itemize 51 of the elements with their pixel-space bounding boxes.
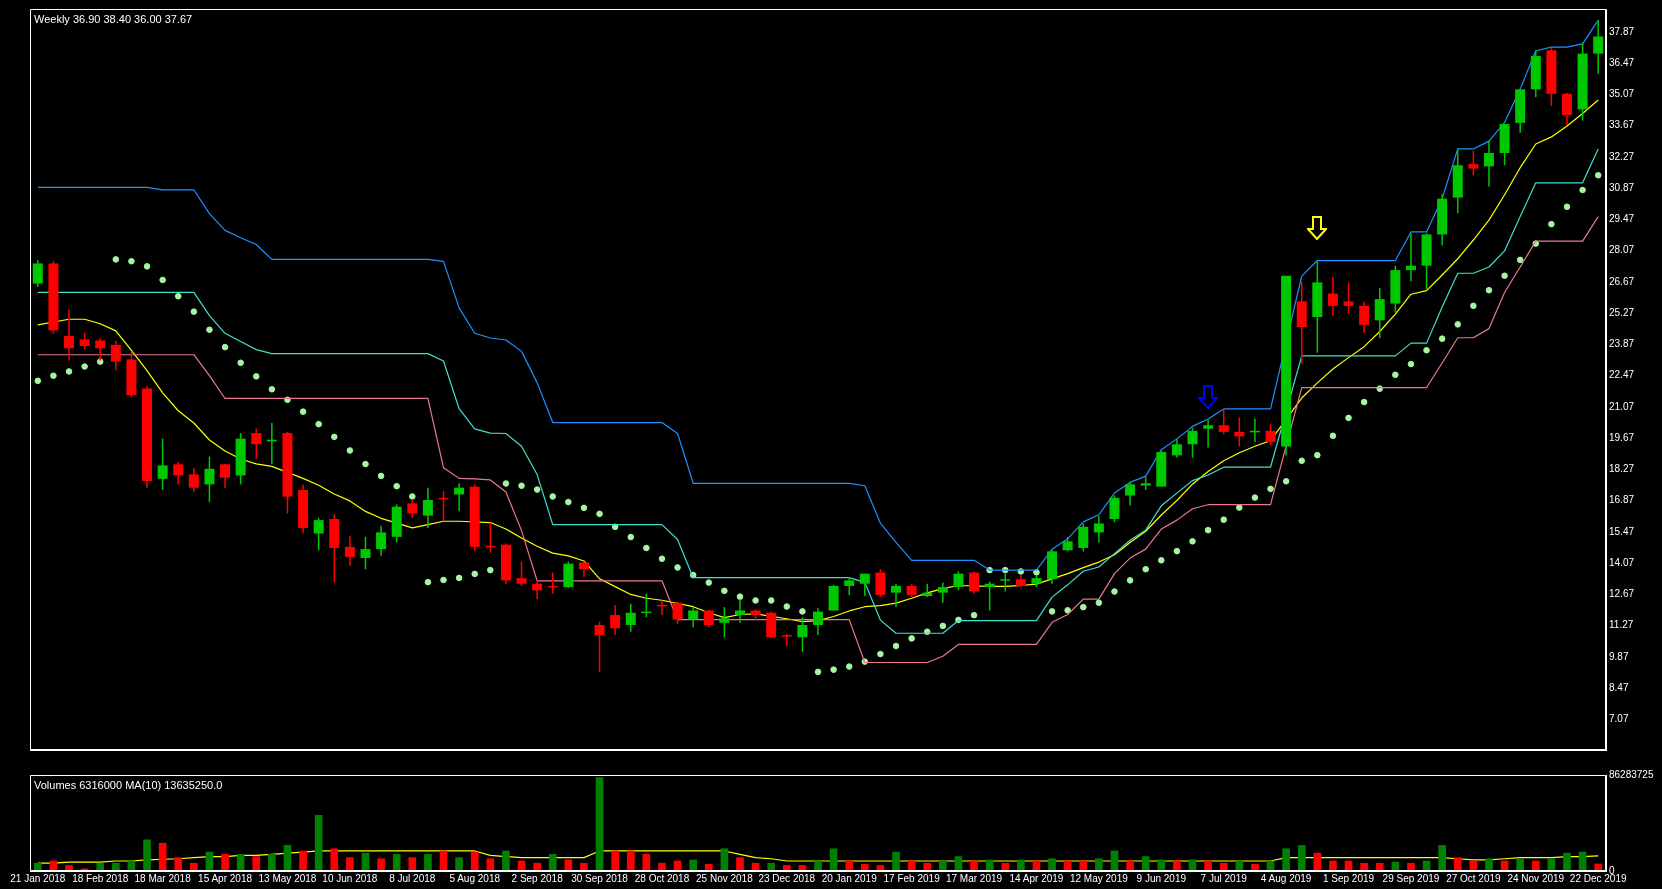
y-tick-label: 11.27 (1609, 619, 1634, 631)
y-tick-label: 36.47 (1609, 56, 1635, 68)
x-tick-label: 5 Aug 2018 (449, 872, 501, 884)
y-tick-label: 22.47 (1609, 369, 1635, 381)
x-tick-label: 28 Oct 2018 (634, 872, 690, 884)
y-tick-label: 8.47 (1609, 681, 1629, 693)
x-tick-label: 25 Nov 2018 (696, 872, 754, 884)
x-tick-label: 4 Aug 2019 (1260, 872, 1312, 884)
y-tick-label: 18.27 (1609, 463, 1635, 475)
y-tick-label: 29.47 (1609, 213, 1635, 225)
y-tick-label: 12.67 (1609, 588, 1635, 600)
x-tick-label: 21 Jan 2018 (10, 872, 66, 884)
x-tick-label: 7 Jul 2019 (1200, 872, 1248, 884)
x-tick-label: 15 Apr 2018 (198, 872, 253, 884)
y-tick-label: 14.07 (1609, 556, 1635, 568)
y-tick-label: 30.87 (1609, 181, 1635, 193)
x-tick-label: 18 Feb 2018 (72, 872, 129, 884)
x-tick-label: 14 Apr 2019 (1009, 872, 1064, 884)
x-tick-label: 23 Dec 2018 (758, 872, 816, 884)
y-tick-label: 9.87 (1609, 650, 1629, 662)
x-tick-label: 8 Jul 2018 (389, 872, 436, 884)
x-tick-label: 17 Mar 2019 (945, 872, 1003, 884)
y-tick-label: 19.67 (1609, 431, 1635, 443)
y-tick-label: 21.07 (1609, 400, 1635, 412)
x-tick-label: 29 Sep 2019 (1382, 872, 1440, 884)
chart-title: Weekly 36.90 38.40 36.00 37.67 (34, 12, 193, 25)
y-tick-label: 33.67 (1609, 119, 1635, 131)
x-tick-label: 20 Jan 2019 (821, 872, 878, 884)
y-tick-label: 35.07 (1609, 88, 1635, 100)
y-tick-label: 23.87 (1609, 338, 1635, 350)
x-tick-label: 12 May 2019 (1069, 872, 1129, 884)
x-tick-label: 18 Mar 2018 (134, 872, 192, 884)
x-tick-label: 13 May 2018 (258, 872, 317, 884)
x-tick-label: 10 Jun 2018 (322, 872, 378, 884)
y-tick-label: 32.27 (1609, 150, 1635, 162)
x-tick-label: 2 Sep 2018 (511, 872, 564, 884)
x-tick-label: 17 Feb 2019 (883, 872, 941, 884)
y-tick-label: 25.27 (1609, 306, 1635, 318)
x-tick-label: 30 Sep 2018 (571, 872, 629, 884)
x-tick-label: 9 Jun 2019 (1136, 872, 1187, 884)
y-tick-label: 15.47 (1609, 525, 1635, 537)
y-tick-label: 37.87 (1609, 25, 1635, 37)
y-tick-label: 7.07 (1609, 713, 1629, 725)
x-tick-label: 27 Oct 2019 (1446, 872, 1502, 884)
y-tick-label: 28.07 (1609, 244, 1635, 256)
y-tick-label: 26.67 (1609, 275, 1635, 287)
y-tick-label: 16.87 (1609, 494, 1635, 506)
x-tick-label: 24 Nov 2019 (1507, 872, 1565, 884)
chart-title: Volumes 6316000 MA(10) 13635250.0 (34, 778, 223, 791)
y-tick-label: 86283725 (1609, 768, 1654, 780)
x-tick-label: 1 Sep 2019 (1322, 872, 1375, 884)
